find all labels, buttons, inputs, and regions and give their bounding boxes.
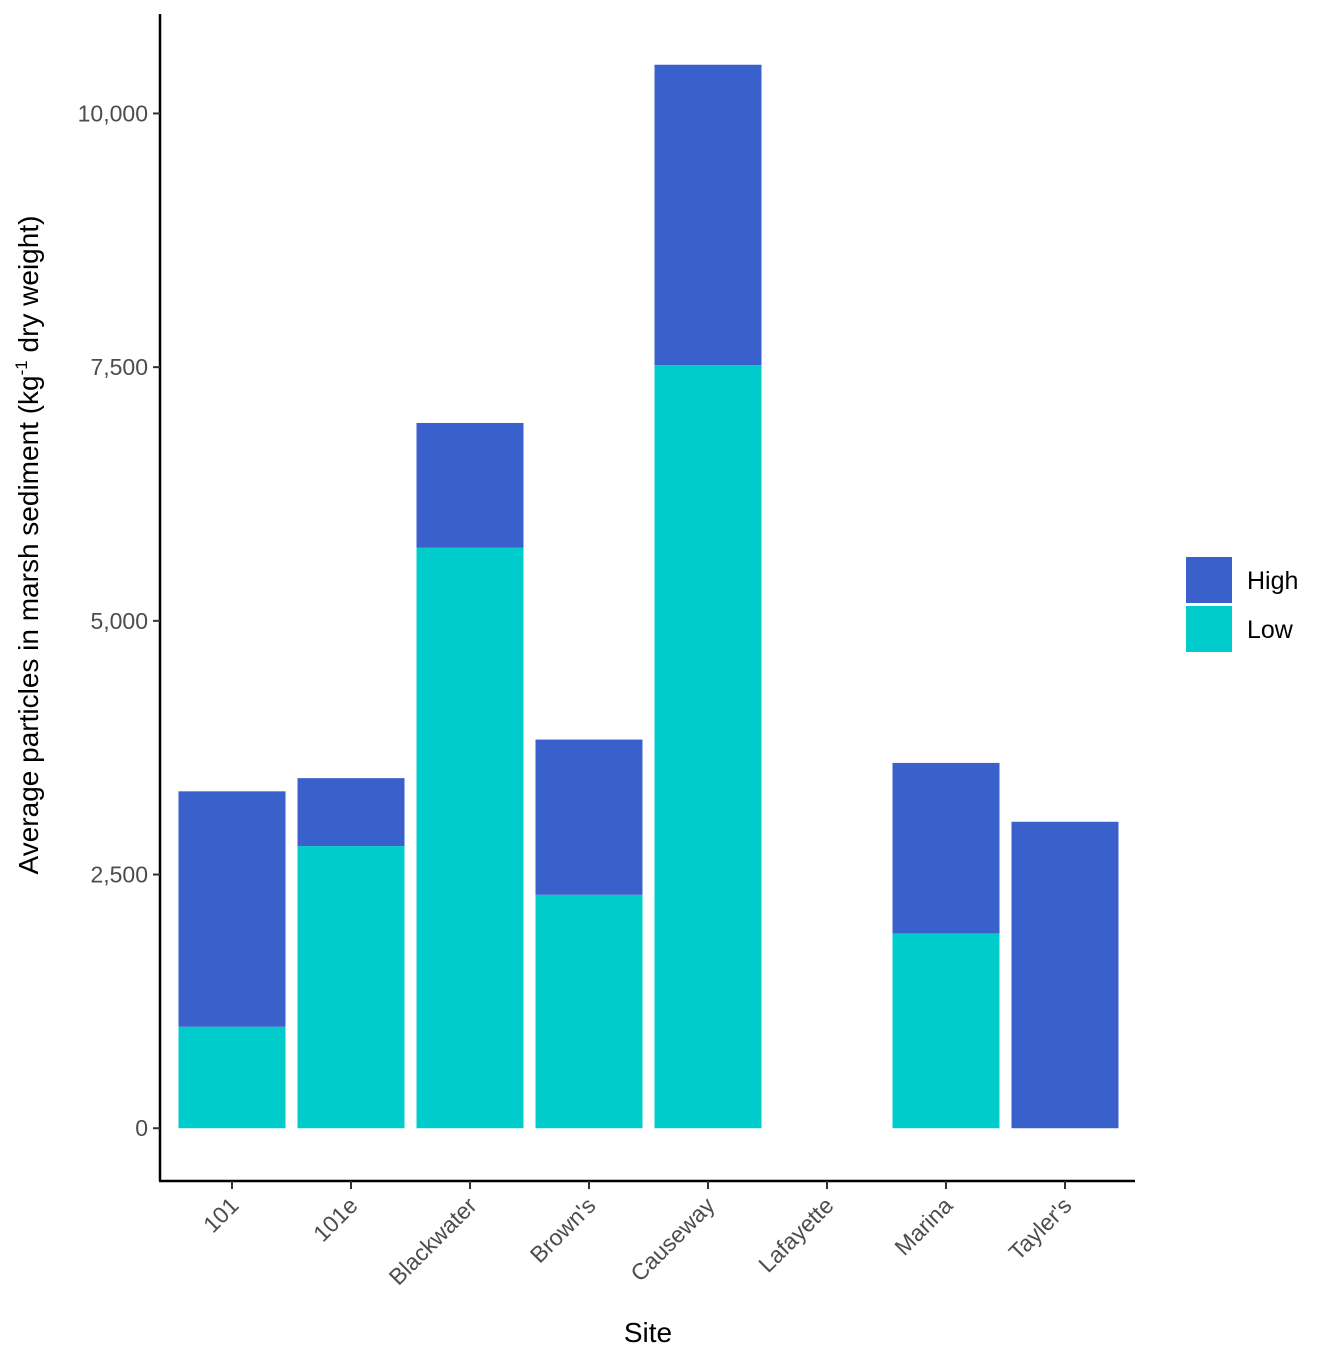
bar-brown-s-high <box>535 739 643 895</box>
bars-group <box>178 64 1119 1129</box>
bar-blackwater-low <box>416 547 524 1129</box>
x-tick-label: Tayler's <box>1004 1192 1077 1265</box>
y-axis-title-sup: -1 <box>12 360 31 375</box>
x-tick-label: Marina <box>889 1192 957 1260</box>
y-tick-label: 2,500 <box>90 862 148 888</box>
legend-label-low: Low <box>1247 616 1294 644</box>
x-ticks-group: 101 101e Blackwater Brown's Causeway Lafayett… <box>198 1181 1077 1290</box>
bar-tayler-s-high <box>1011 821 1119 1129</box>
x-tick-label: 101 <box>198 1192 244 1238</box>
y-ticks-group: 0 2,500 5,000 7,500 10,000 <box>78 100 160 1141</box>
legend: High Low <box>1186 557 1298 652</box>
bar-brown-s-low <box>535 894 643 1129</box>
bar-101e-high <box>297 778 405 847</box>
y-axis-title-end: dry weight) <box>13 216 44 361</box>
bar-marina-low <box>892 933 1000 1129</box>
legend-label-high: High <box>1247 567 1298 595</box>
y-tick-label: 10,000 <box>78 100 148 126</box>
bar-marina-high <box>892 762 1000 934</box>
legend-swatch-high <box>1186 557 1232 603</box>
x-axis-title: Site <box>624 1317 672 1348</box>
bar-101-high <box>178 791 286 1027</box>
y-axis-title: Average particles in marsh sediment (kg-… <box>12 216 44 875</box>
x-tick-label: 101e <box>308 1192 363 1247</box>
bar-causeway-low <box>654 365 762 1129</box>
x-tick-label: Lafayette <box>753 1192 838 1277</box>
y-tick-label: 7,500 <box>90 354 148 380</box>
y-axis-title-main: Average particles in marsh sediment (kg <box>13 375 44 874</box>
bar-blackwater-high <box>416 422 524 548</box>
x-tick-label: Blackwater <box>384 1192 482 1290</box>
legend-swatch-low <box>1186 606 1232 652</box>
y-tick-label: 5,000 <box>90 608 148 634</box>
x-tick-label: Brown's <box>525 1192 601 1268</box>
x-tick-label: Causeway <box>625 1192 720 1287</box>
bar-causeway-high <box>654 64 762 366</box>
bar-101-low <box>178 1026 286 1129</box>
y-tick-label: 0 <box>135 1115 148 1141</box>
bar-101e-low <box>297 846 405 1129</box>
